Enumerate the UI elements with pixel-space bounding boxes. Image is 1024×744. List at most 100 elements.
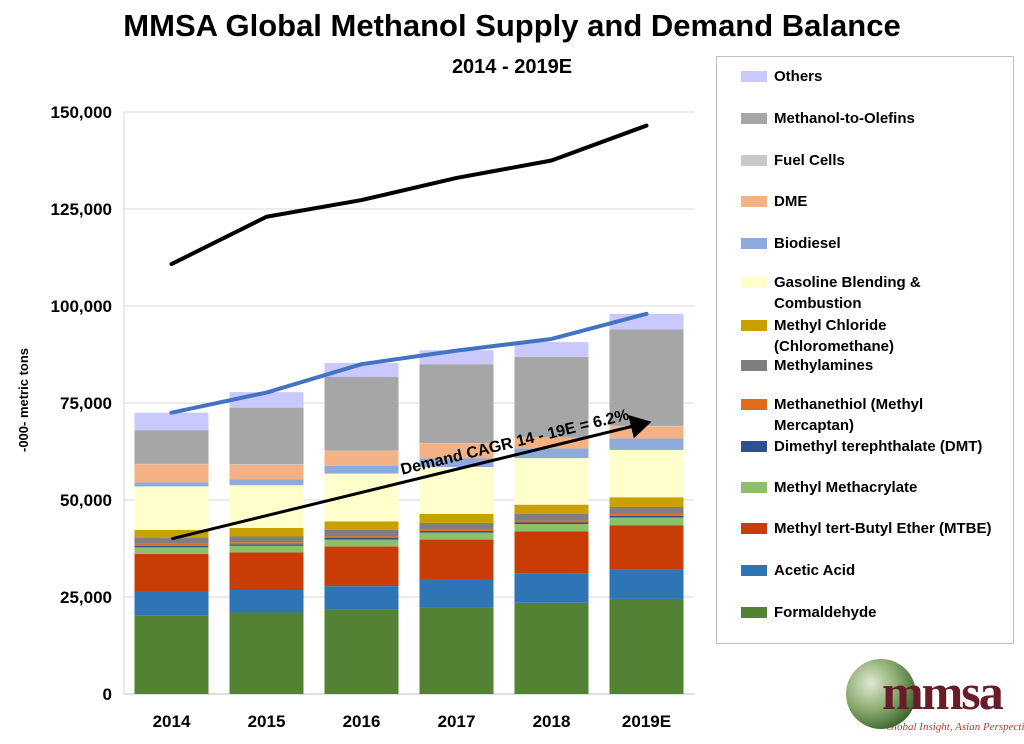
bar-segment xyxy=(419,539,494,580)
x-tick-label: 2019E xyxy=(622,712,671,731)
legend-swatch xyxy=(741,277,767,288)
y-tick-label: 50,000 xyxy=(60,491,112,510)
bar-segment xyxy=(134,615,209,694)
legend-swatch xyxy=(741,113,767,124)
globe-icon xyxy=(846,659,916,729)
legend-item: Methanol-to-Olefins xyxy=(741,108,1011,129)
legend-swatch xyxy=(741,441,767,452)
bar-segment xyxy=(229,590,304,613)
bar-segment xyxy=(419,364,494,443)
series-line xyxy=(169,123,649,267)
x-tick-label: 2018 xyxy=(533,712,571,731)
legend-swatch xyxy=(741,360,767,371)
bar-segment xyxy=(514,356,589,438)
legend-label: Gasoline Blending & Combustion xyxy=(774,274,921,312)
legend-item: Methyl Methacrylate xyxy=(741,477,1011,498)
legend-item: Methanethiol (Methyl Mercaptan) xyxy=(741,394,1011,436)
legend-swatch xyxy=(741,399,767,410)
legend-item: Others xyxy=(741,66,1011,87)
bar-segment xyxy=(324,609,399,694)
legend-item: Methyl tert-Butyl Ether (MTBE) xyxy=(741,518,1011,539)
legend-item: DME xyxy=(741,191,1011,212)
legend-label: Methyl tert-Butyl Ether (MTBE) xyxy=(774,520,992,537)
legend-item: Methylamines xyxy=(741,355,1011,376)
legend-label: DME xyxy=(774,193,808,210)
bar-segment xyxy=(229,545,304,553)
bar-segment xyxy=(134,547,209,554)
legend-label: Methyl Chloride (Chloromethane) xyxy=(774,317,894,355)
bar-segment xyxy=(324,521,399,530)
bar-segment xyxy=(609,449,684,498)
bar-segment xyxy=(419,532,494,540)
bar-segment xyxy=(324,539,399,547)
mmsa-logo: mmsa Global Insight, Asian Perspective™ xyxy=(842,655,1024,741)
bar-segment xyxy=(514,504,589,514)
legend-swatch xyxy=(741,482,767,493)
bar-segment xyxy=(609,569,684,599)
bar-segment xyxy=(514,448,589,459)
bar-segment xyxy=(134,538,209,544)
bar-segment xyxy=(609,517,684,526)
bar-segment xyxy=(324,451,399,466)
legend-swatch xyxy=(741,320,767,331)
bar-segment xyxy=(514,520,589,523)
legend-label: Dimethyl terephthalate (DMT) xyxy=(774,438,983,455)
y-tick-label: 0 xyxy=(103,685,112,704)
legend-swatch xyxy=(741,155,767,166)
bar-segment xyxy=(514,437,589,449)
bar-segment xyxy=(324,377,399,451)
bar-segment xyxy=(229,527,304,537)
bar-segment xyxy=(229,407,304,465)
y-axis-label: -000- metric tons xyxy=(16,348,31,452)
y-tick-label: 75,000 xyxy=(60,394,112,413)
legend-swatch xyxy=(741,196,767,207)
bar-segment xyxy=(609,438,684,450)
bar-segment xyxy=(229,479,304,486)
bar-segment xyxy=(419,531,494,533)
legend-label: Others xyxy=(774,68,823,85)
bar-segment xyxy=(419,513,494,523)
bar-segment xyxy=(324,546,399,587)
legend-item: Biodiesel xyxy=(741,233,1011,254)
bar-segment xyxy=(609,515,684,518)
bar-segment xyxy=(419,529,494,532)
bar-segment xyxy=(134,529,209,539)
bar-segment xyxy=(324,586,399,610)
cagr-arrow xyxy=(171,415,652,541)
legend-swatch xyxy=(741,523,767,534)
bar-segment xyxy=(609,525,684,570)
bar-segment xyxy=(419,579,494,608)
bar-segment xyxy=(419,522,494,530)
bar-segment xyxy=(229,536,304,543)
y-tick-label: 125,000 xyxy=(51,200,112,219)
legend-label: Methanol-to-Olefins xyxy=(774,110,915,127)
legend-label: Methanethiol (Methyl Mercaptan) xyxy=(774,396,924,434)
bar-segment xyxy=(134,545,209,548)
bar-segment xyxy=(514,573,589,603)
bar-segment xyxy=(609,329,684,426)
bar-segment xyxy=(134,430,209,464)
legend-item: Fuel Cells xyxy=(741,150,1011,171)
bar-segment xyxy=(324,529,399,537)
legend-label: Acetic Acid xyxy=(774,562,856,579)
bar-segment xyxy=(609,506,684,514)
legend-item: Gasoline Blending & Combustion xyxy=(741,272,1011,314)
bar-segment xyxy=(514,522,589,525)
legend-label: Fuel Cells xyxy=(774,152,845,169)
bar-segment xyxy=(514,342,589,357)
legend-swatch xyxy=(741,238,767,249)
legend-item: Dimethyl terephthalate (DMT) xyxy=(741,436,1011,457)
bar-segment xyxy=(134,464,209,483)
bar-segment xyxy=(514,458,589,505)
bar-segment xyxy=(229,464,304,480)
x-tick-label: 2015 xyxy=(248,712,286,731)
x-tick-label: 2016 xyxy=(343,712,381,731)
bar-segment xyxy=(514,524,589,532)
bar-segment xyxy=(609,598,684,694)
legend-item: Methyl Chloride (Chloromethane) xyxy=(741,315,1011,357)
y-tick-label: 150,000 xyxy=(51,103,112,122)
bar-segment xyxy=(514,531,589,574)
bar-segment xyxy=(514,513,589,521)
bar-segment xyxy=(324,363,399,378)
